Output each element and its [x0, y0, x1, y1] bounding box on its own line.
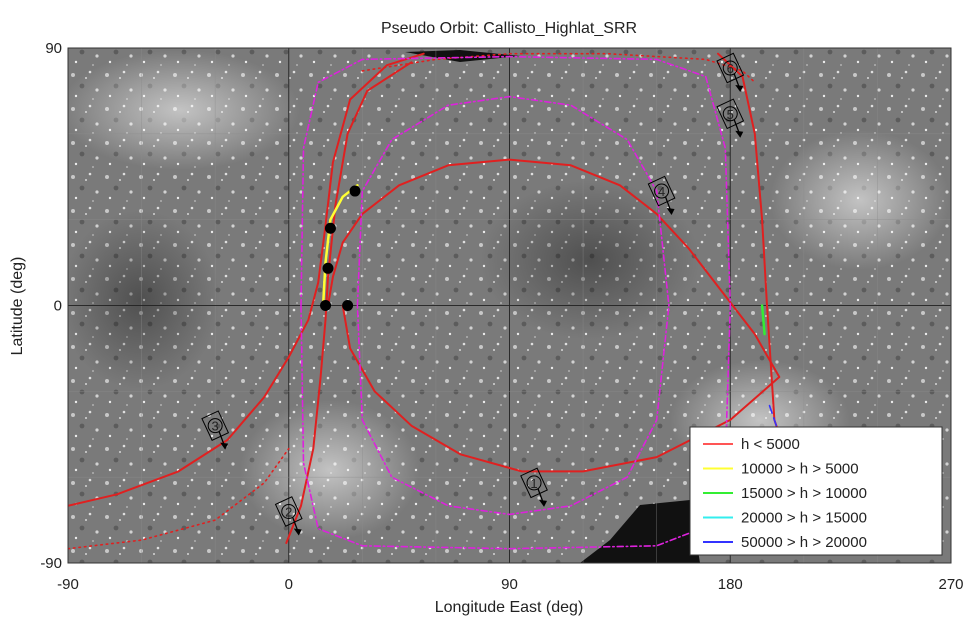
node-marker [342, 300, 354, 311]
spacecraft-icon [520, 467, 548, 499]
arrow-head-icon [220, 442, 229, 450]
ground-tracks [68, 52, 805, 550]
series-line-6 [300, 55, 732, 550]
legend-label: 10000 > h > 5000 [741, 461, 859, 478]
x-tick-label: 90 [501, 576, 518, 593]
y-tick-label: 0 [54, 298, 62, 315]
x-tick-label: -90 [57, 576, 79, 593]
pass-annotation: 1 [520, 467, 548, 507]
x-tick-label: 270 [938, 576, 963, 593]
plot-frame [67, 47, 952, 564]
legend-label: h < 5000 [741, 436, 800, 453]
arrow-head-icon [539, 499, 548, 507]
pass-number: 1 [530, 476, 537, 491]
y-tick-label: 90 [45, 40, 62, 57]
node-marker [324, 222, 336, 234]
pass-number: 3 [212, 419, 219, 434]
node-marker [322, 262, 334, 274]
node-marker [349, 185, 361, 197]
legend-label: 15000 > h > 10000 [741, 485, 867, 502]
arrow-head-icon [293, 528, 302, 536]
x-tick-label: 0 [285, 576, 293, 593]
spacecraft-icon [274, 496, 303, 527]
legend-label: 50000 > h > 20000 [741, 534, 867, 551]
x-axis-label: Longitude East (deg) [435, 599, 584, 616]
series-line-0 [327, 158, 781, 473]
pass-annotation: 6 [716, 52, 745, 93]
series-line-8 [321, 184, 359, 307]
series-line-4 [68, 447, 290, 550]
chart-title: Pseudo Orbit: Callisto_Highlat_SRR [381, 20, 637, 37]
pass-ring [722, 106, 738, 122]
spacecraft-icon [716, 98, 745, 130]
pass-number: 2 [285, 505, 292, 520]
pass-number: 6 [727, 61, 734, 76]
x-axis-ticks: -90 0 90 180 270 [57, 576, 963, 593]
pass-number: 5 [727, 107, 734, 122]
pass-ring [281, 504, 297, 519]
legend-label: 20000 > h > 15000 [741, 510, 867, 527]
arrow-head-icon [666, 208, 675, 216]
spacecraft-icon [201, 410, 230, 442]
spacecraft-icon [647, 175, 676, 207]
pass-ring [722, 60, 738, 76]
y-tick-label: -90 [40, 555, 62, 572]
pass-number: 4 [658, 184, 665, 199]
series-line-7 [356, 95, 670, 516]
pass-ring [207, 418, 223, 434]
legend: h < 5000 10000 > h > 5000 15000 > h > 1000… [689, 426, 943, 556]
spacecraft-icon [716, 52, 745, 84]
series-line-9 [760, 304, 766, 336]
legend-box [689, 426, 943, 556]
node-markers [320, 185, 361, 311]
pass-annotations: 1 2 3 4 5 6 [201, 52, 745, 536]
node-marker [320, 300, 332, 311]
pass-annotation: 3 [201, 410, 230, 450]
y-axis-ticks: -90 0 90 [40, 40, 62, 572]
pass-annotation: 2 [274, 496, 303, 536]
x-tick-label: 180 [718, 576, 743, 593]
arrow-head-icon [735, 85, 744, 93]
pass-ring [654, 183, 670, 199]
pass-annotation: 5 [716, 98, 745, 138]
pass-annotation: 4 [647, 175, 676, 216]
series-line-1 [68, 52, 425, 507]
y-axis-label: Latitude (deg) [9, 257, 26, 356]
pass-ring [526, 475, 542, 491]
arrow-head-icon [735, 130, 744, 138]
